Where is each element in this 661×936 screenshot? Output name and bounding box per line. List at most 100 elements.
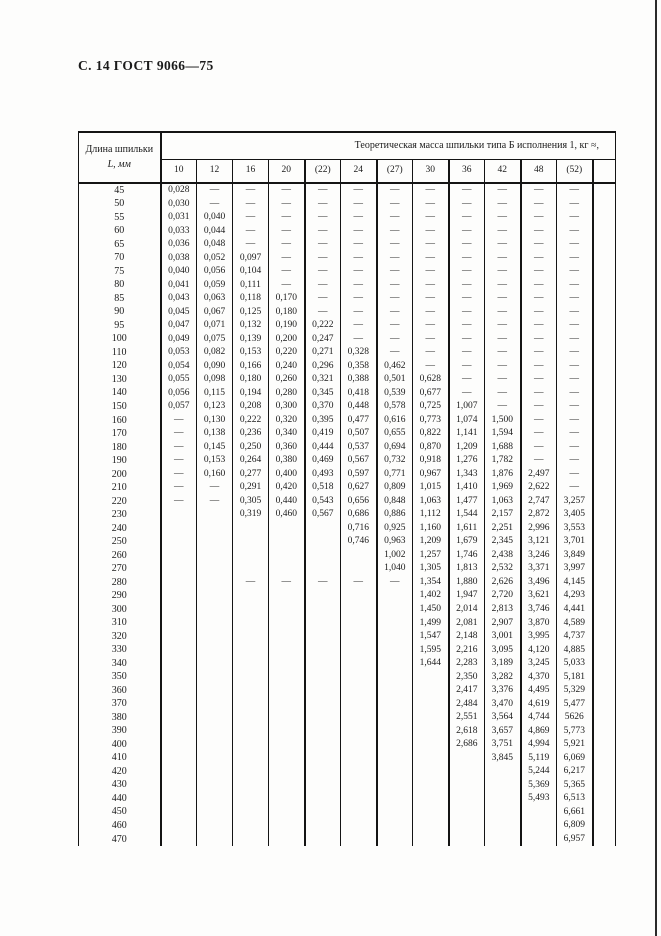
mass-cell: 3,657 xyxy=(484,724,522,739)
mass-cell: 0,539 xyxy=(376,386,413,401)
mass-cell: — xyxy=(412,211,450,225)
mass-cell: — xyxy=(448,292,485,306)
mass-cell: 2,484 xyxy=(448,697,485,712)
mass-cell xyxy=(376,832,413,847)
mass-cell xyxy=(160,616,197,631)
spacer-cell xyxy=(592,494,616,509)
mass-cell xyxy=(340,630,378,644)
mass-cell xyxy=(160,630,197,644)
mass-cell xyxy=(340,778,378,793)
length-cell: 250 xyxy=(78,535,162,549)
length-cell: 90 xyxy=(78,305,162,320)
length-cell: 430 xyxy=(78,778,162,793)
mass-cell xyxy=(268,738,306,752)
mass-cell: 0,925 xyxy=(376,521,413,536)
mass-cell: 0,628 xyxy=(412,373,450,387)
mass-cell: 0,098 xyxy=(196,373,233,387)
spacer-cell xyxy=(592,413,616,428)
spacer-header-cell xyxy=(592,159,616,184)
mass-cell: — xyxy=(412,183,450,198)
length-cell: 300 xyxy=(78,602,162,617)
mass-cell: — xyxy=(340,332,378,347)
mass-cell: — xyxy=(376,305,413,320)
mass-cell xyxy=(304,562,341,576)
mass-cell: — xyxy=(556,454,594,468)
mass-cell: 5,493 xyxy=(520,792,557,806)
mass-cell: 0,038 xyxy=(160,251,197,266)
mass-cell xyxy=(232,819,269,833)
mass-cell xyxy=(268,765,306,779)
mass-cell: 0,773 xyxy=(412,413,450,428)
mass-cell xyxy=(196,832,233,847)
mass-cell xyxy=(232,805,269,820)
length-cell: 320 xyxy=(78,630,162,644)
mass-cell: — xyxy=(520,332,557,347)
mass-cell: — xyxy=(484,238,522,252)
mass-cell xyxy=(196,684,233,698)
mass-cell: 3,849 xyxy=(556,548,594,563)
mass-cell: 2,417 xyxy=(448,684,485,698)
mass-cell: — xyxy=(304,211,341,225)
table-row: 60 0,033 0,044— — — — — — — — — — xyxy=(78,224,616,239)
diameter-header-cell: 20 xyxy=(268,159,306,184)
mass-cell: — xyxy=(448,373,485,387)
mass-cell: 1,007 xyxy=(448,400,485,414)
mass-cell: — xyxy=(232,224,269,239)
mass-cell: 6,661 xyxy=(556,805,594,820)
spacer-cell xyxy=(592,508,616,522)
table-row: 55 0,031 0,040— — — — — — — — — — xyxy=(78,211,616,225)
mass-cell: 5,119 xyxy=(520,751,557,766)
mass-cell: 4,293 xyxy=(556,589,594,603)
mass-cell: 0,963 xyxy=(376,535,413,549)
mass-cell: — xyxy=(340,319,378,333)
length-cell: 45 xyxy=(78,183,162,198)
mass-cell: 0,208 xyxy=(232,400,269,414)
mass-cell xyxy=(304,589,341,603)
mass-cell: — xyxy=(412,332,450,347)
length-cell: 400 xyxy=(78,738,162,752)
mass-cell xyxy=(304,738,341,752)
mass-cell xyxy=(268,535,306,549)
mass-cell: 1,594 xyxy=(484,427,522,441)
mass-cell xyxy=(304,657,341,671)
mass-cell: 0,380 xyxy=(268,454,306,468)
mass-cell: 0,518 xyxy=(304,481,341,495)
mass-cell: — xyxy=(484,359,522,374)
mass-cell: — xyxy=(412,305,450,320)
mass-cell xyxy=(268,616,306,631)
mass-cell xyxy=(160,643,197,658)
mass-cell xyxy=(268,521,306,536)
mass-cell: — xyxy=(196,481,233,495)
mass-cell xyxy=(160,765,197,779)
mass-cell: 0,477 xyxy=(340,413,378,428)
spacer-cell xyxy=(592,481,616,495)
mass-cell: 6,513 xyxy=(556,792,594,806)
mass-cell: — xyxy=(448,238,485,252)
mass-cell xyxy=(268,778,306,793)
mass-cell xyxy=(376,765,413,779)
spacer-cell xyxy=(592,765,616,779)
mass-cell: — xyxy=(376,183,413,198)
mass-cell xyxy=(160,697,197,712)
mass-cell: — xyxy=(268,278,306,293)
spacer-cell xyxy=(592,265,616,279)
table-row: 120 0,054 0,090 0,166 0,240 0,296 0,358 0,462— —… xyxy=(78,359,616,374)
mass-cell: 2,148 xyxy=(448,630,485,644)
mass-cell xyxy=(268,832,306,847)
mass-cell xyxy=(232,589,269,603)
mass-cell: — xyxy=(412,278,450,293)
spacer-cell xyxy=(592,183,616,198)
mass-cell: — xyxy=(376,238,413,252)
mass-cell: — xyxy=(448,183,485,198)
mass-cell xyxy=(268,711,306,725)
table-row: 95 0,047 0,071 0,132 0,190 0,222— — — — — — — xyxy=(78,319,616,333)
mass-cell xyxy=(376,724,413,739)
mass-cell: 0,732 xyxy=(376,454,413,468)
length-cell: 420 xyxy=(78,765,162,779)
mass-cell: 1,611 xyxy=(448,521,485,536)
mass-cell: 0,153 xyxy=(232,346,269,360)
mass-cell xyxy=(340,562,378,576)
spacer-cell xyxy=(592,467,616,482)
mass-cell: 4,589 xyxy=(556,616,594,631)
mass-cell xyxy=(160,508,197,522)
